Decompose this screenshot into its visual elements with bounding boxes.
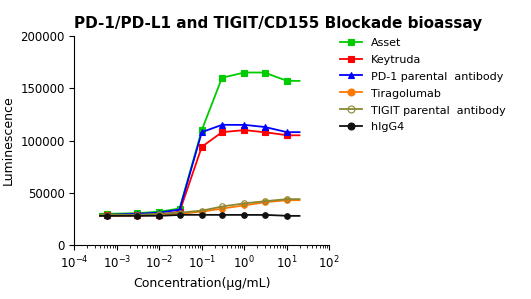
Text: PD-1/PD-L1 and TIGIT/CD155 Blockade bioassay: PD-1/PD-L1 and TIGIT/CD155 Blockade bioa… [74, 16, 483, 30]
X-axis label: Concentration(μg/mL): Concentration(μg/mL) [133, 277, 270, 290]
Y-axis label: Luminescence: Luminescence [2, 96, 15, 185]
Legend: Asset, Keytruda, PD-1 parental  antibody, Tiragolumab, TIGIT parental  antibody,: Asset, Keytruda, PD-1 parental antibody,… [340, 37, 506, 132]
